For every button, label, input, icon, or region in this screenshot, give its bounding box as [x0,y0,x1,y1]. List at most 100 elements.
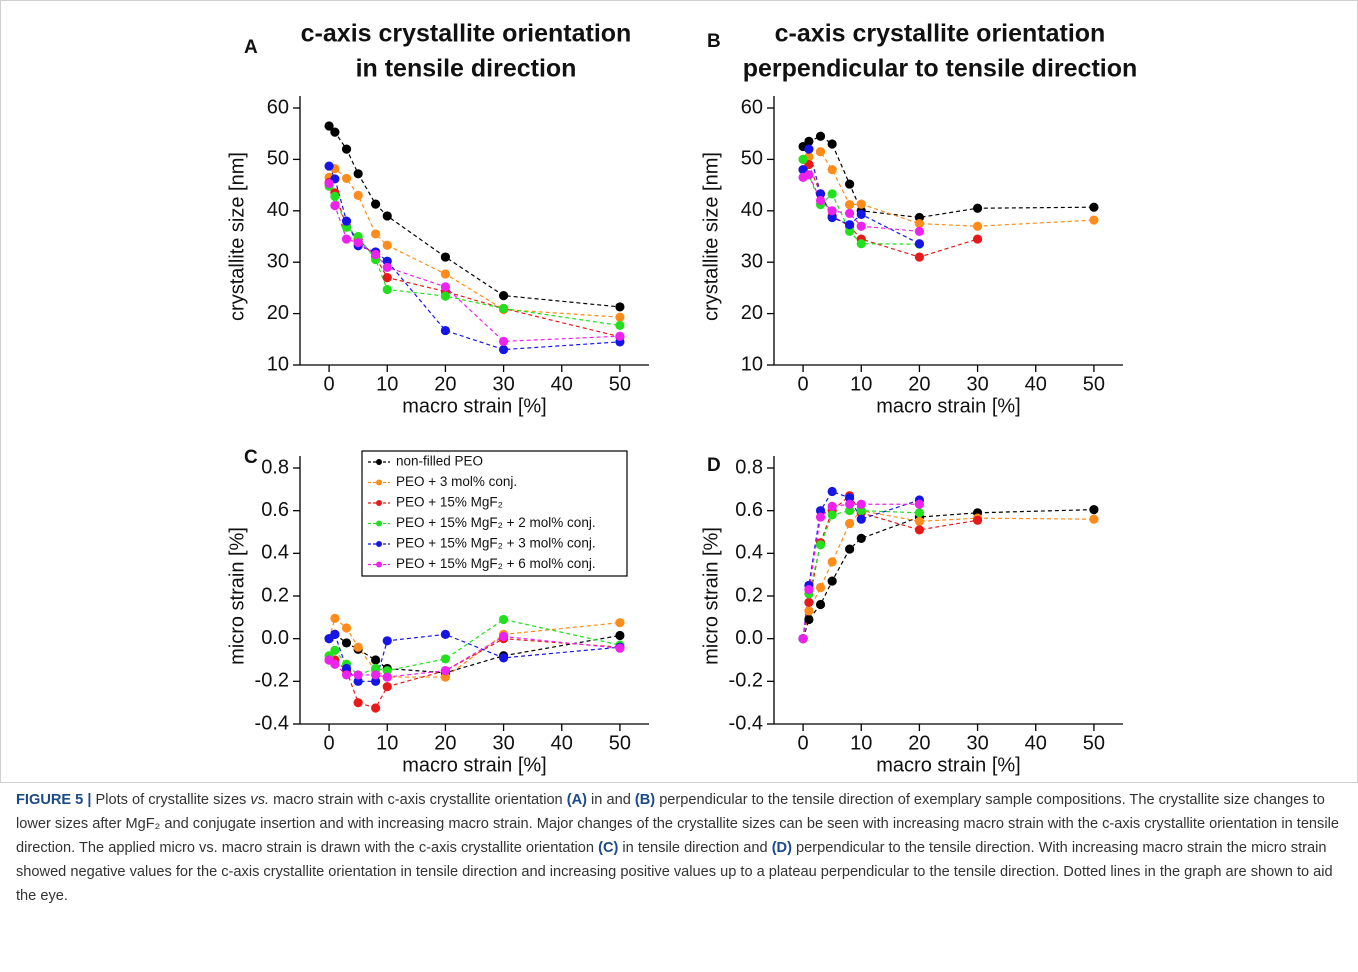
data-point [382,672,392,682]
data-point [914,508,925,518]
data-point [498,614,509,625]
x-axis-label: macro strain [%] [402,395,546,417]
data-point [353,238,363,248]
panel-label: A [244,37,258,58]
data-point [845,208,855,218]
data-point [341,638,352,648]
data-point [815,189,826,199]
x-tick-label: 10 [850,373,872,395]
panel-label: B [707,31,721,52]
data-point [330,191,340,202]
x-tick-label: 50 [609,373,631,395]
data-point [1089,514,1099,524]
data-point [815,195,826,206]
data-point [382,211,392,221]
data-point [845,506,855,516]
series-line [802,494,978,639]
x-tick-label: 10 [850,732,872,754]
y-tick-label: 30 [741,250,763,272]
data-point [353,642,363,652]
y-tick-label: 40 [267,199,289,221]
x-axis-label: macro strain [%] [876,754,1020,776]
y-tick-label: 0.0 [261,627,289,649]
data-point [615,302,625,312]
data-point [382,262,392,272]
x-tick-label: 20 [434,373,456,395]
data-point [815,582,826,593]
data-point [341,234,352,244]
caption-text: in tensile direction and [618,840,772,856]
data-point [815,131,826,141]
data-point [856,221,866,231]
data-point [914,239,925,249]
figure-frame [0,0,1358,783]
data-point [914,252,925,262]
data-point [845,493,855,503]
data-point [798,634,808,644]
data-point [440,666,451,676]
legend-label: PEO + 15% MgF₂ + 6 mol% conj. [396,556,596,571]
y-tick-label: 0.2 [735,584,763,606]
x-axis-label: macro strain [%] [876,395,1020,417]
chart-title: c-axis crystallite orientation [301,20,632,48]
x-tick-label: 20 [908,373,930,395]
data-point [815,540,826,550]
data-point [353,676,363,686]
caption-text: FIGURE 5 | [16,792,92,808]
data-point [856,209,866,219]
series-line [328,167,620,318]
data-point [341,670,352,680]
data-point [330,645,340,656]
y-tick-label: 60 [267,96,289,118]
data-point [815,599,826,610]
x-tick-label: 30 [966,373,988,395]
y-tick-label: 0.2 [261,584,289,606]
caption-text: (B) [634,792,656,808]
data-point [440,672,451,682]
panel-label: D [707,455,721,476]
series-line [328,633,621,674]
data-point [341,173,352,184]
caption-text: vs. [250,792,270,808]
x-tick-label: 50 [1083,732,1105,754]
x-tick-label: 40 [551,732,573,754]
data-point [815,147,826,157]
x-tick-label: 0 [798,732,809,754]
x-tick-label: 10 [376,373,398,395]
series-line [328,618,621,676]
data-point [1089,505,1099,515]
data-point [845,499,855,509]
legend-marker [376,500,382,506]
data-point [827,139,837,149]
data-point [856,499,866,509]
data-point [845,179,855,189]
x-tick-label: 30 [492,732,514,754]
data-point [330,629,340,640]
data-point [804,136,814,147]
data-point [330,613,340,624]
data-point [972,221,983,231]
data-point [827,189,837,199]
data-point [815,506,826,516]
x-tick-label: 30 [492,373,514,395]
y-tick-label: 10 [741,353,763,375]
x-tick-label: 40 [551,373,573,395]
data-point [815,512,826,522]
data-point [972,515,983,525]
data-point [827,510,837,520]
data-point [827,486,837,497]
data-point [827,212,837,223]
series-line [328,125,620,308]
data-point [371,670,381,680]
data-point [615,312,625,322]
data-point [804,144,814,154]
data-point [341,663,352,674]
x-tick-label: 0 [798,373,809,395]
caption-text: macro strain with c-axis crystallite ori… [269,792,567,808]
data-point [615,643,625,653]
data-point [498,291,509,301]
data-point [827,206,837,216]
data-point [615,630,625,641]
y-axis-label: micro strain [%] [700,527,722,665]
